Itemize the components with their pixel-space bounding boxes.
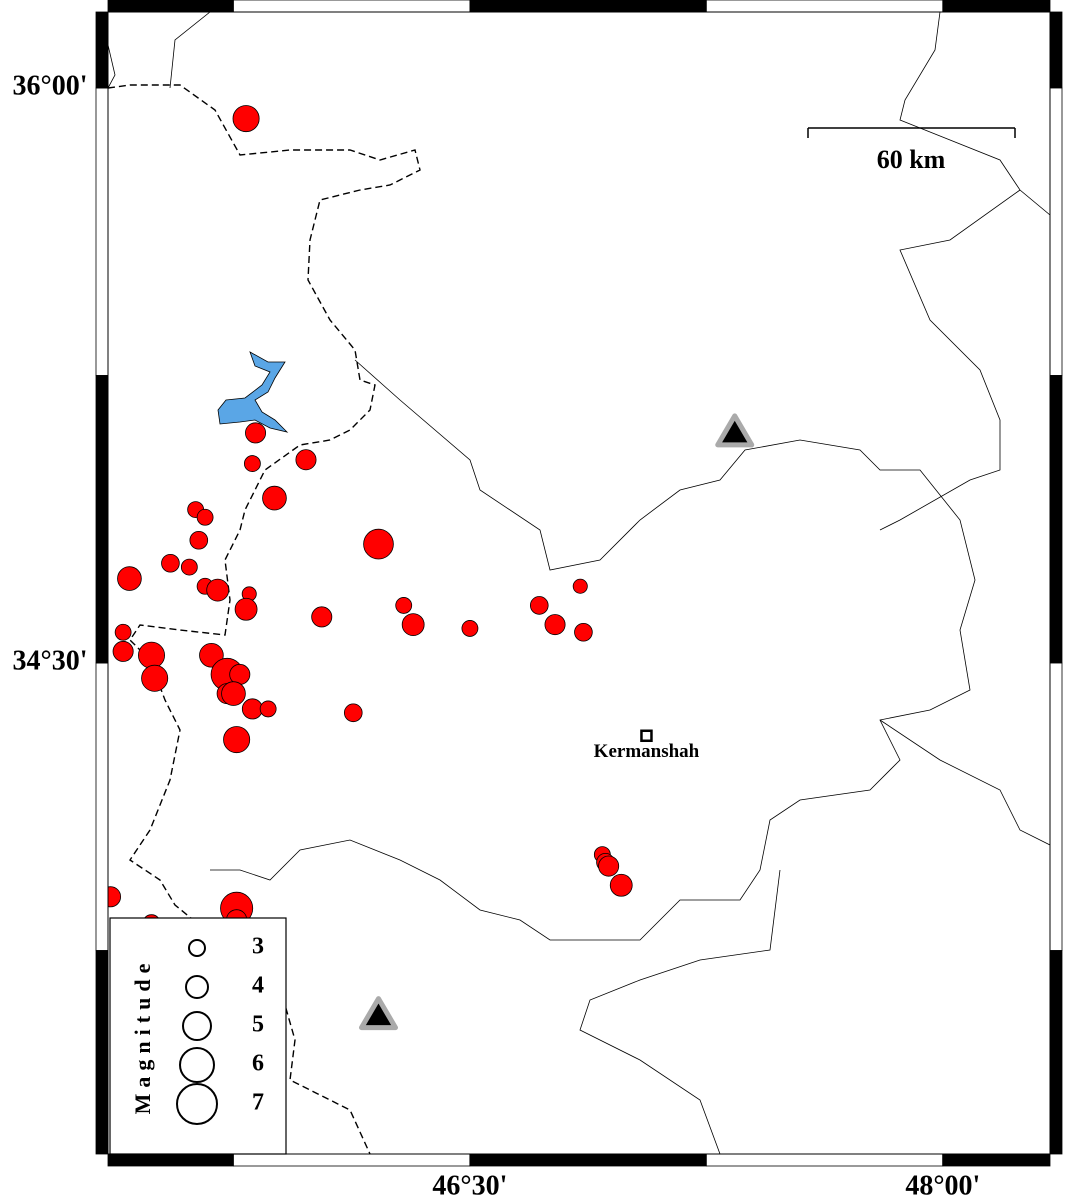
frame-segment <box>942 1153 1051 1167</box>
plot-border <box>107 11 1051 1155</box>
events <box>108 105 633 933</box>
event <box>395 597 413 614</box>
basemap <box>108 12 1050 1154</box>
frame-segment <box>95 11 109 89</box>
legend-circle <box>188 939 206 957</box>
legend-circle <box>185 975 209 999</box>
frame-segment <box>705 1153 944 1167</box>
event <box>572 578 588 594</box>
event <box>401 613 425 636</box>
frame-segment <box>233 0 471 13</box>
frame-segment <box>95 662 109 951</box>
frame-segment <box>1049 662 1063 951</box>
legend-label: 7 <box>252 1090 264 1116</box>
event <box>295 449 317 471</box>
event <box>114 623 132 641</box>
frame-segment <box>1049 950 1063 1155</box>
province-border <box>210 359 976 941</box>
event <box>343 703 363 723</box>
event <box>234 597 258 621</box>
city-marker <box>640 729 653 743</box>
frame <box>95 0 1063 1167</box>
legend-circle <box>176 1083 218 1125</box>
event <box>544 614 566 636</box>
legend-circle <box>182 1011 212 1041</box>
frame-segment <box>95 375 109 664</box>
legend-label: 4 <box>252 973 264 999</box>
legend-circle <box>179 1047 215 1083</box>
x-tick-label: 46°30' <box>432 1170 507 1201</box>
station <box>358 996 398 1031</box>
x-tick-label: 48°00' <box>905 1170 980 1201</box>
frame-segment <box>107 1153 234 1167</box>
frame-segment <box>469 0 707 13</box>
event <box>461 620 479 637</box>
legend-label: 6 <box>252 1051 264 1077</box>
event <box>223 726 251 754</box>
event <box>221 681 246 706</box>
event <box>138 641 166 669</box>
frame-segment <box>469 1153 707 1167</box>
legend: Magnitude 3 4 5 6 7 <box>109 917 287 1155</box>
frame-segment <box>1049 87 1063 376</box>
event <box>262 485 287 511</box>
event <box>117 566 142 591</box>
frame-segment <box>942 0 1051 13</box>
event <box>311 606 333 628</box>
event <box>112 640 134 662</box>
frame-segment <box>107 0 234 13</box>
province-border <box>879 12 1050 531</box>
y-tick-label: 36°00' <box>13 70 88 101</box>
event <box>243 455 261 472</box>
frame-segment <box>233 1153 471 1167</box>
event <box>161 553 180 573</box>
scale-bar-label: 60 km <box>877 145 946 174</box>
event <box>241 698 263 720</box>
event <box>609 873 633 897</box>
frame-segment <box>1049 375 1063 664</box>
event <box>259 700 277 718</box>
legend-label: 3 <box>252 934 264 960</box>
event <box>196 508 214 526</box>
event <box>363 528 394 560</box>
event <box>529 596 549 615</box>
y-tick-label: 34°30' <box>13 645 88 676</box>
event <box>189 530 209 550</box>
event <box>232 105 260 133</box>
legend-label: 5 <box>252 1012 264 1038</box>
event <box>206 578 230 602</box>
event <box>141 664 169 692</box>
station <box>715 413 755 448</box>
frame-segment <box>95 87 109 376</box>
city-label: Kermanshah <box>594 741 700 762</box>
event <box>574 622 593 642</box>
province-border <box>108 12 1050 1154</box>
event <box>245 422 267 444</box>
event <box>598 855 620 877</box>
frame-segment <box>705 0 944 13</box>
frame-segment <box>95 950 109 1155</box>
lake <box>217 351 289 433</box>
legend-title: Magnitude <box>130 958 155 1115</box>
event <box>108 886 122 908</box>
frame-segment <box>1049 11 1063 89</box>
event <box>180 558 198 576</box>
